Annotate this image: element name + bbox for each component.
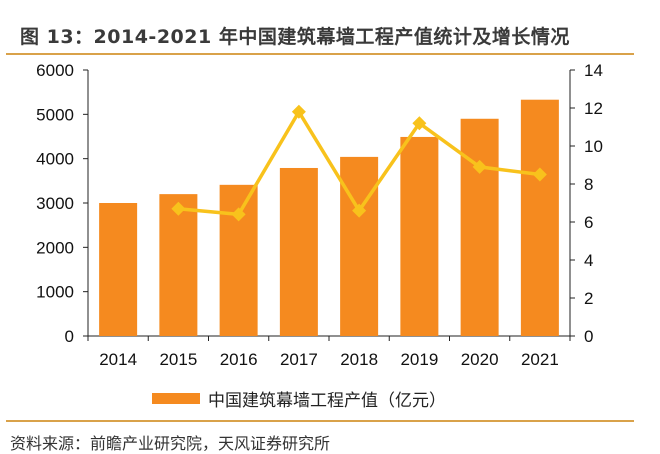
bar-2015 [159,194,198,336]
growth-point-2015 [171,201,186,216]
right-tick-label: 8 [584,175,593,194]
x-tick-label: 2018 [340,350,378,369]
left-tick-label: 1000 [36,283,74,302]
left-tick-label: 2000 [36,238,74,257]
growth-point-2020 [472,159,487,174]
bar-2020 [460,118,499,337]
bar-2017 [279,167,318,336]
legend-label-bar: 中国建筑幕墙工程产值（亿元） [208,391,446,411]
left-tick-label: 5000 [36,105,74,124]
growth-point-2018 [352,203,367,218]
growth-point-2019 [412,116,427,131]
chart: 0 1000 2000 3000 4000 5000 6000 0 2 4 6 8 10 12 14 2014… [36,61,603,369]
x-tick-label: 2020 [461,350,499,369]
source-note: 资料来源：前瞻产业研究院，天风证券研究所 [10,434,331,453]
footer-divider [6,420,634,422]
right-tick-label: 2 [584,289,593,308]
bar-2014 [99,203,138,336]
legend: 中国建筑幕墙工程产值（亿元） [152,386,446,411]
left-tick-label: 4000 [36,150,74,169]
x-tick-label: 2016 [220,350,258,369]
bar-2019 [400,136,439,336]
bar-2021 [520,99,559,336]
x-tick-label: 2015 [159,350,197,369]
x-tick-label: 2021 [521,350,559,369]
legend-swatch-bar [152,393,200,404]
left-tick-label: 3000 [36,194,74,213]
bar-2018 [340,156,379,336]
right-tick-label: 4 [584,251,593,270]
right-tick-label: 0 [584,327,593,346]
right-tick-label: 12 [584,99,603,118]
title-divider [6,53,634,55]
x-tick-label: 2014 [99,350,137,369]
right-tick-label: 6 [584,213,593,232]
left-tick-label: 6000 [36,61,74,80]
chart-title: 图 13：2014-2021 年中国建筑幕墙工程产值统计及增长情况 [20,26,570,48]
x-tick-label: 2017 [280,350,318,369]
growth-point-2021 [532,167,547,182]
growth-point-2016 [231,207,246,222]
right-tick-label: 10 [584,137,603,156]
growth-point-2017 [291,104,306,119]
right-tick-label: 14 [584,61,603,80]
x-tick-label: 2019 [400,350,438,369]
left-tick-label: 0 [65,327,74,346]
